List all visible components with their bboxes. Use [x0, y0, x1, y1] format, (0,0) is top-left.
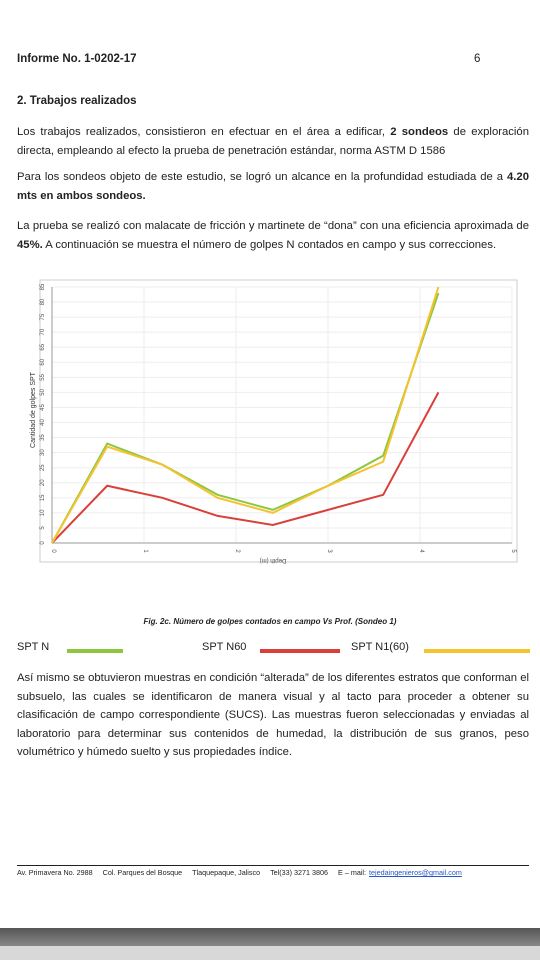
paragraph: Así mismo se obtuvieron muestras en cond…: [17, 672, 529, 758]
bottom-margin: [0, 946, 540, 960]
text-run: Los trabajos realizados, consistieron en…: [17, 126, 391, 138]
section-heading: 2. Trabajos realizados: [17, 95, 137, 107]
legend-swatch: [260, 649, 340, 653]
y-tick-label: 0: [40, 541, 46, 545]
y-tick-label: 5: [40, 526, 46, 530]
text-run: La prueba se realizó con malacate de fri…: [17, 220, 529, 232]
legend-label: SPT N1(60): [351, 641, 409, 653]
x-axis-label: Depth (m): [260, 557, 287, 563]
text-run: Para los sondeos objeto de este estudio,…: [17, 171, 507, 183]
footer-phone: Tel(33) 3271 3806: [270, 868, 329, 877]
legend-swatch: [424, 649, 530, 653]
x-tick-label: 2: [234, 549, 240, 553]
text-run: A continuación se muestra el número de g…: [42, 238, 497, 251]
y-tick-label: 70: [40, 328, 46, 335]
footer: Av. Primavera No. 2988 Col. Parques del B…: [17, 868, 462, 877]
footer-colony: Col. Parques del Bosque: [102, 868, 183, 877]
y-tick-label: 20: [40, 479, 46, 486]
footer-rule: [17, 865, 529, 866]
y-tick-label: 65: [40, 343, 46, 350]
y-tick-label: 80: [40, 298, 46, 305]
series-line: [51, 286, 440, 544]
y-tick-label: 60: [40, 358, 46, 365]
y-tick-label: 55: [40, 373, 46, 380]
paragraph: Para los sondeos objeto de este estudio,…: [17, 168, 529, 205]
x-tick-label: 3: [326, 549, 332, 553]
y-tick-label: 50: [40, 388, 46, 395]
legend-label: SPT N60: [202, 641, 247, 653]
legend-swatch: [67, 649, 123, 653]
y-axis-label: Cantidad de golpes SPT: [30, 371, 37, 448]
y-tick-label: 10: [40, 509, 46, 516]
y-tick-label: 30: [40, 449, 46, 456]
y-tick-label: 15: [40, 494, 46, 501]
footer-email[interactable]: tejedaingenieros@gmail.com: [369, 868, 462, 877]
y-tick-label: 25: [40, 464, 46, 471]
y-tick-label: 45: [40, 403, 46, 410]
text-run: 45%.: [17, 238, 43, 251]
y-tick-label: 85: [40, 283, 46, 290]
legend-label: SPT N: [17, 641, 50, 653]
paragraph: La prueba se realizó con malacate de fri…: [17, 217, 529, 254]
x-tick-label: 1: [142, 549, 148, 553]
paragraph: Los trabajos realizados, consistieron en…: [17, 123, 529, 160]
report-title: Informe No. 1-0202-17: [17, 53, 137, 65]
footer-city: Tlaquepaque, Jalisco: [192, 868, 261, 877]
x-tick-label: 0: [50, 549, 56, 553]
y-tick-label: 35: [40, 434, 46, 441]
footer-email-label: E – mail:: [338, 868, 367, 877]
footer-address: Av. Primavera No. 2988: [17, 868, 93, 877]
figure-caption: Fig. 2c. Número de golpes contados en ca…: [143, 617, 397, 626]
chart-frame: [39, 279, 518, 563]
x-tick-label: 5: [510, 549, 516, 553]
x-tick-label: 4: [418, 549, 424, 553]
series-line: [51, 292, 440, 544]
y-tick-label: 75: [40, 313, 46, 320]
text-run: de exploración directa, empleando al efe…: [17, 126, 529, 157]
series-line: [51, 391, 440, 544]
page-number: 6: [474, 53, 481, 65]
bottom-band: [0, 928, 540, 946]
text-run: 2 sondeos: [390, 126, 449, 138]
text-run: 4.20 mts en ambos sondeos.: [17, 171, 529, 202]
y-tick-label: 40: [40, 419, 46, 426]
